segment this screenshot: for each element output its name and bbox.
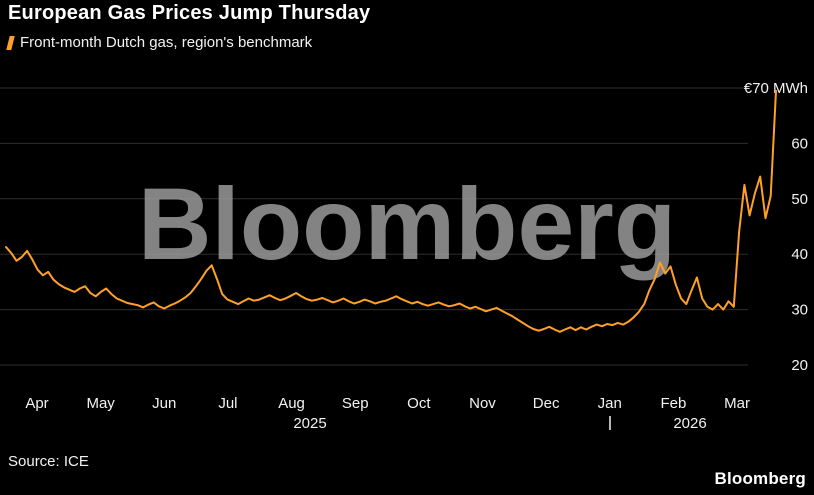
x-axis-month-label: Jan bbox=[598, 395, 622, 412]
x-axis-month-label: Nov bbox=[469, 395, 496, 412]
x-axis-month-label: Dec bbox=[533, 395, 560, 412]
x-axis-month-label: Jul bbox=[218, 395, 237, 412]
y-axis-tick-label: 40 bbox=[791, 246, 808, 263]
y-axis-tick-label: €70 MWh bbox=[744, 80, 808, 97]
x-axis-month-label: May bbox=[86, 395, 115, 412]
legend-label: Front-month Dutch gas, region's benchmar… bbox=[20, 34, 313, 51]
x-axis-month-label: Feb bbox=[660, 395, 686, 412]
chart-title: European Gas Prices Jump Thursday bbox=[8, 2, 371, 24]
chart-header: European Gas Prices Jump Thursday Front-… bbox=[6, 2, 371, 51]
price-line-series bbox=[5, 89, 777, 333]
x-axis-year-label: 2026 bbox=[673, 415, 706, 432]
x-axis-year-label: 2025 bbox=[293, 415, 326, 432]
x-axis-month-label: Mar bbox=[724, 395, 750, 412]
x-axis-month-label: Sep bbox=[342, 395, 369, 412]
legend-marker-icon bbox=[6, 35, 15, 50]
y-axis-tick-label: 50 bbox=[791, 191, 808, 208]
x-axis-month-label: Oct bbox=[407, 395, 431, 412]
legend: Front-month Dutch gas, region's benchmar… bbox=[6, 34, 370, 51]
x-axis-month-label: Apr bbox=[25, 395, 48, 412]
bloomberg-watermark: Bloomberg bbox=[138, 167, 676, 281]
bloomberg-logo: Bloomberg bbox=[714, 469, 806, 488]
y-axis-tick-label: 30 bbox=[791, 302, 808, 319]
y-axis-tick-label: 60 bbox=[791, 135, 808, 152]
source-label: Source: ICE bbox=[8, 453, 89, 470]
x-axis-month-label: Jun bbox=[152, 395, 176, 412]
y-axis-tick-label: 20 bbox=[791, 357, 808, 374]
x-axis-month-label: Aug bbox=[278, 395, 305, 412]
